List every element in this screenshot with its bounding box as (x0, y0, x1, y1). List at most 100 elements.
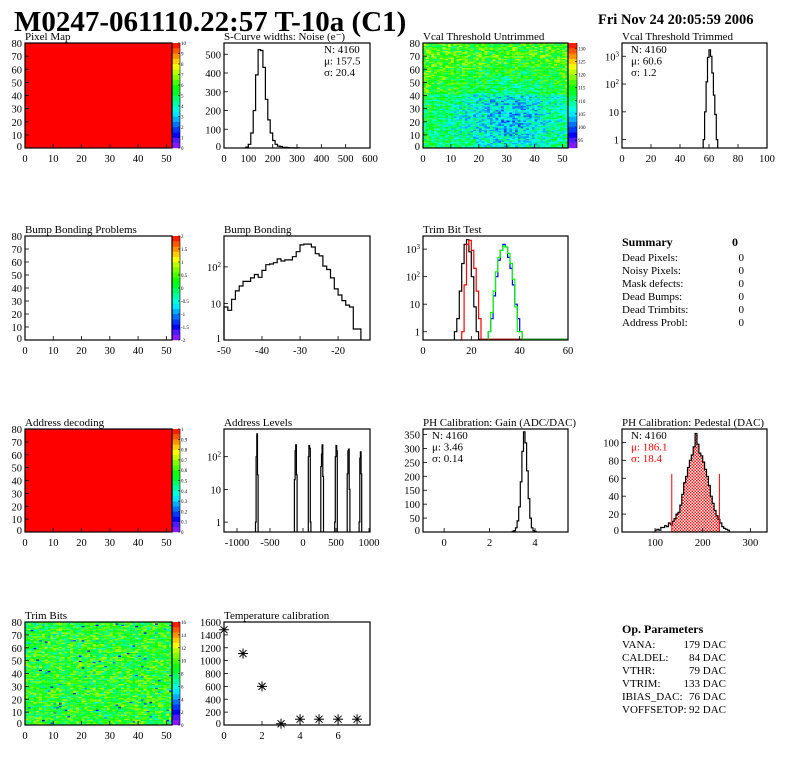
heatmap-cell (528, 73, 532, 75)
heatmap-cell (459, 115, 463, 117)
heatmap-cell (492, 67, 496, 70)
heatmap-cell (526, 58, 530, 61)
heatmap-cell (512, 71, 516, 74)
heatmap-cell (501, 136, 505, 138)
y-tick-label: 10 (12, 515, 23, 526)
heatmap-cell (503, 62, 507, 65)
heatmap-cell (462, 117, 465, 120)
heatmap-cell (434, 81, 438, 83)
heatmap-cell (523, 138, 527, 141)
heatmap-cell (464, 49, 468, 52)
heatmap-cell (445, 98, 449, 100)
colorbar-segment (172, 329, 180, 335)
heatmap-cell (487, 57, 491, 59)
heatmap-cell (534, 104, 538, 107)
heatmap-cell (467, 83, 471, 86)
heatmap-cell (562, 86, 566, 88)
heatmap-cell (467, 106, 471, 108)
colorbar-segment (568, 121, 577, 128)
heatmap-cell (492, 113, 496, 116)
heatmap-cell (512, 124, 516, 126)
heatmap-cell (428, 52, 432, 54)
heatmap-cell (548, 141, 552, 143)
heatmap-cell (484, 49, 488, 52)
colorbar-segment (172, 121, 180, 128)
heatmap-cell (512, 54, 516, 57)
summary-row-value: 0 (739, 317, 745, 329)
heatmap-cell (540, 98, 544, 100)
heatmap-cell (30, 685, 34, 687)
heatmap-cell (498, 56, 502, 58)
heatmap-cell (33, 708, 37, 710)
heatmap-cell (473, 107, 477, 109)
heatmap-cell (515, 62, 518, 65)
heatmap-cell (501, 53, 505, 55)
heatmap-cell (467, 104, 471, 107)
heatmap-cell (501, 121, 505, 124)
heatmap-cell (554, 136, 557, 138)
heatmap-cell (425, 90, 429, 92)
heatmap-cell (431, 96, 435, 99)
heatmap-cell (534, 111, 538, 113)
heatmap-cell (30, 651, 34, 654)
heatmap-cell (431, 44, 435, 46)
heatmap-cell (509, 81, 513, 83)
y-tick-label: 20 (12, 310, 23, 321)
heatmap-cell (545, 134, 549, 137)
heatmap-cell (428, 83, 432, 86)
heatmap-cell (515, 94, 518, 96)
heatmap-cell (542, 95, 546, 97)
heatmap-cell (470, 74, 474, 76)
heatmap-cell (534, 127, 538, 129)
histogram-series-0 (511, 431, 537, 532)
heatmap-cell (556, 48, 560, 50)
heatmap-cell (442, 112, 446, 115)
heatmap-cell (453, 82, 457, 84)
heatmap-cell (487, 125, 491, 128)
heatmap-cell (27, 701, 31, 704)
heatmap-cell (520, 123, 524, 125)
heatmap-cell (534, 77, 538, 79)
heatmap-cell (456, 125, 460, 128)
heatmap-cell (556, 66, 560, 69)
heatmap-cell (459, 103, 463, 105)
heatmap-cell (439, 103, 443, 105)
heatmap-cell (489, 109, 493, 112)
heatmap-cell (434, 48, 438, 50)
heatmap-cell (450, 119, 454, 121)
stats-line: μ: 186.1 (631, 442, 667, 454)
colorbar-tick-label: 1.5 (181, 248, 188, 253)
heatmap-cell (517, 100, 521, 103)
heatmap-cell (475, 65, 479, 67)
heatmap-cell (556, 52, 560, 54)
heatmap-cell (515, 49, 518, 52)
heatmap-cell (456, 73, 460, 75)
heatmap-cell (489, 107, 493, 109)
heatmap-cell (492, 48, 496, 50)
heatmap-cell (33, 695, 37, 697)
heatmap-cell (33, 677, 37, 679)
heatmap-cell (517, 53, 521, 55)
heatmap-cell (548, 128, 552, 130)
heatmap-cell (453, 142, 457, 145)
heatmap-cell (445, 65, 449, 67)
heatmap-cell (428, 125, 432, 128)
heatmap-cell (528, 98, 532, 100)
heatmap-cell (484, 117, 488, 120)
heatmap-cell (540, 99, 544, 101)
heatmap-cell (515, 86, 518, 88)
colorbar-segment (172, 267, 180, 273)
heatmap-cell (534, 95, 538, 97)
heatmap-cell (534, 145, 538, 147)
heatmap-cell (25, 669, 28, 672)
heatmap-cell (509, 44, 513, 46)
heatmap-cell (450, 48, 454, 50)
colorbar-segment (172, 439, 180, 445)
heatmap-cell (448, 74, 452, 76)
heatmap-cell (431, 116, 435, 118)
colorbar-segment (568, 132, 577, 138)
heatmap-cell (540, 67, 544, 70)
heatmap-cell (475, 115, 479, 117)
heatmap-cell (517, 81, 521, 83)
